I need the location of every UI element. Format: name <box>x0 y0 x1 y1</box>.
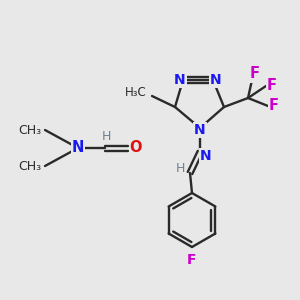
Text: N: N <box>174 73 186 87</box>
Text: F: F <box>267 79 277 94</box>
Text: CH₃: CH₃ <box>18 124 41 136</box>
Text: O: O <box>130 140 142 155</box>
Text: N: N <box>200 149 212 163</box>
Text: F: F <box>269 98 279 113</box>
Text: N: N <box>72 140 84 155</box>
Text: F: F <box>250 67 260 82</box>
Text: H₃C: H₃C <box>125 86 147 100</box>
Text: H: H <box>175 161 185 175</box>
Text: F: F <box>187 253 197 267</box>
Text: CH₃: CH₃ <box>18 160 41 172</box>
Text: N: N <box>194 123 206 137</box>
Text: N: N <box>210 73 222 87</box>
Text: H: H <box>101 130 111 142</box>
